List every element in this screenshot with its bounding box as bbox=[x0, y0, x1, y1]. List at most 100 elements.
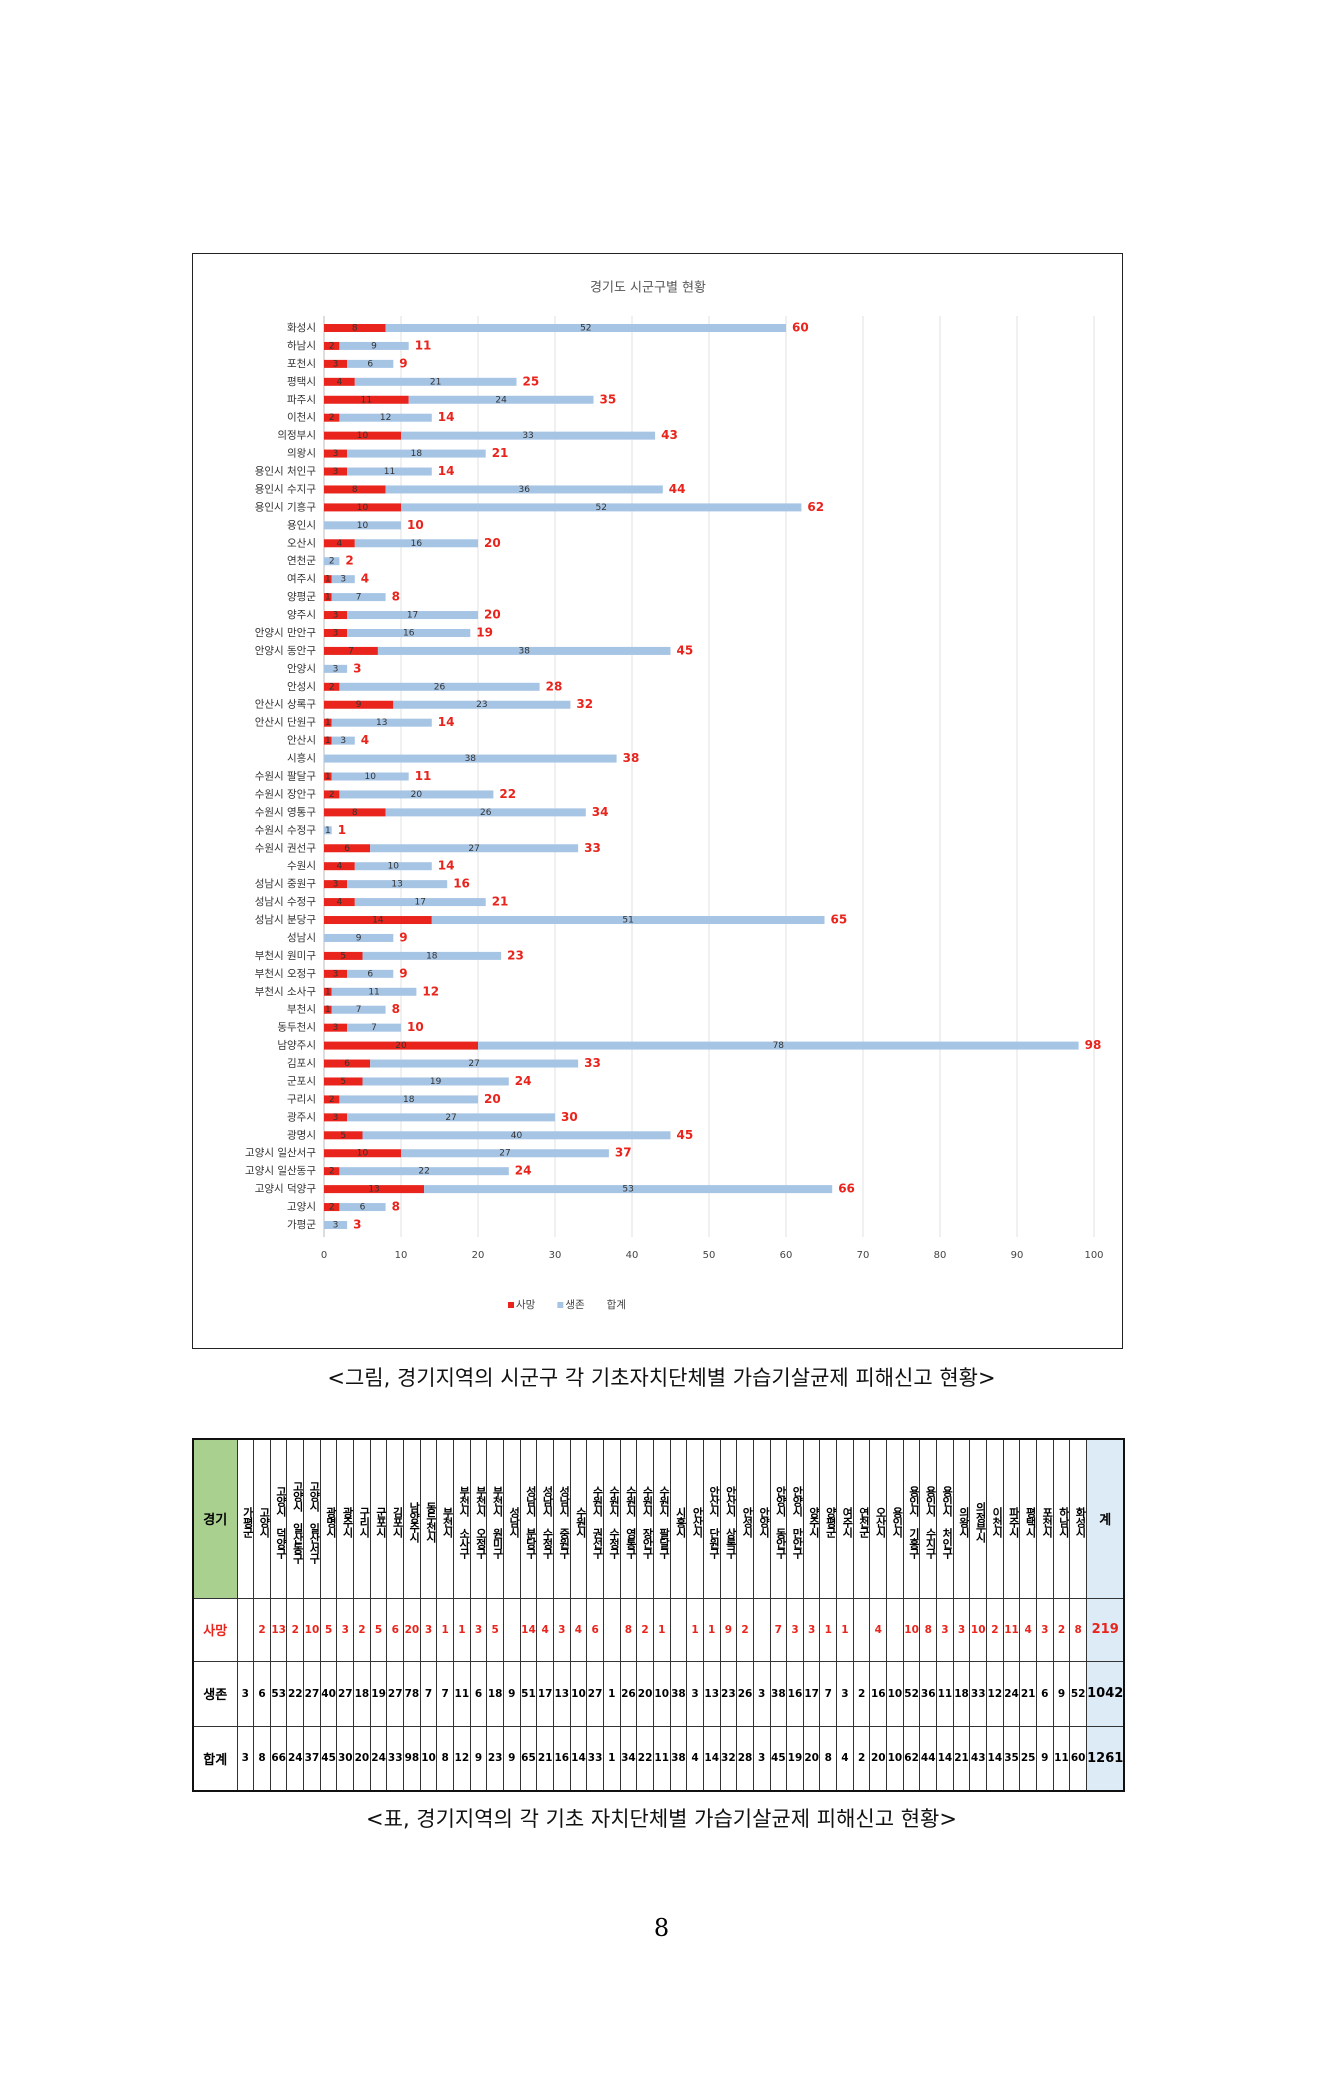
total-label: 38 bbox=[623, 751, 640, 765]
bar-label: 51 bbox=[622, 916, 633, 926]
table-cell: 12 bbox=[453, 1725, 471, 1792]
y-tick-label: 수원시 팔달구 bbox=[255, 771, 317, 783]
bar bbox=[324, 951, 363, 960]
table-cell: 4 bbox=[686, 1725, 704, 1792]
bar bbox=[324, 700, 394, 709]
table-cell: 24 bbox=[286, 1725, 305, 1792]
total-label: 23 bbox=[507, 948, 524, 962]
table-cell: 21 bbox=[536, 1725, 554, 1792]
legend-swatch bbox=[508, 1302, 514, 1308]
legend-entry: 합계 bbox=[607, 1299, 626, 1311]
bar-label: 5 bbox=[340, 951, 346, 961]
table-cell: 1 bbox=[453, 1597, 471, 1662]
table-cell: 23 bbox=[486, 1725, 504, 1792]
x-tick-label: 100 bbox=[1084, 1250, 1103, 1261]
bar-label: 18 bbox=[411, 449, 423, 459]
bar-label: 13 bbox=[376, 718, 387, 728]
bar bbox=[331, 575, 355, 584]
bar-label: 7 bbox=[348, 646, 354, 656]
bar bbox=[324, 1095, 340, 1104]
x-tick-label: 90 bbox=[1011, 1250, 1024, 1261]
bar-label: 78 bbox=[773, 1041, 785, 1051]
legend-swatch bbox=[557, 1302, 564, 1308]
bar bbox=[331, 987, 417, 996]
bar-label: 1 bbox=[325, 593, 331, 603]
table-cell: 17 bbox=[802, 1660, 821, 1727]
bar bbox=[324, 772, 332, 781]
bar bbox=[362, 1077, 509, 1086]
bar-label: 7 bbox=[356, 1005, 362, 1015]
y-tick-label: 용인시 bbox=[287, 519, 316, 531]
x-tick-label: 60 bbox=[780, 1250, 793, 1261]
table-cell: 13 bbox=[702, 1660, 721, 1727]
table-cell: 27 bbox=[586, 1660, 604, 1727]
table-cell: 1 bbox=[702, 1597, 721, 1662]
bar bbox=[324, 844, 371, 853]
table-cell: 22 bbox=[286, 1660, 305, 1727]
column-header: 남양주시 bbox=[403, 1438, 421, 1599]
bar bbox=[339, 1203, 386, 1212]
table-cell: 38 bbox=[669, 1660, 688, 1727]
column-header: 안산시 bbox=[686, 1438, 704, 1599]
column-header: 광명시 bbox=[319, 1438, 338, 1599]
total-label: 3 bbox=[353, 1218, 361, 1232]
table-cell: 11 bbox=[936, 1660, 954, 1727]
y-tick-label: 평택시 bbox=[287, 376, 316, 388]
bar-label: 12 bbox=[380, 413, 391, 423]
y-tick-label: 파주시 bbox=[287, 394, 316, 406]
table-cell: 3 bbox=[952, 1597, 971, 1662]
total-label: 1 bbox=[338, 823, 346, 837]
bar bbox=[339, 682, 540, 691]
table-cell: 45 bbox=[769, 1725, 788, 1792]
table-row: 합계 3 8 66 24 37 45 30 20 24 33 98 10 8 12 9 23 9 65 21 16 14 3… bbox=[192, 1725, 1125, 1792]
table-cell: 3 bbox=[552, 1597, 571, 1662]
total-label: 44 bbox=[669, 482, 686, 496]
bar bbox=[393, 700, 571, 709]
bar-label: 4 bbox=[337, 862, 343, 872]
y-tick-label: 성남시 수정구 bbox=[255, 896, 317, 908]
bar bbox=[331, 718, 432, 727]
bar bbox=[324, 628, 348, 637]
bar-label: 6 bbox=[367, 359, 373, 369]
column-header: 수원시 영통구 bbox=[619, 1438, 638, 1599]
y-tick-label: 안산시 단원구 bbox=[255, 717, 317, 729]
y-tick-label: 고양시 일산서구 bbox=[245, 1146, 316, 1159]
bar-label: 16 bbox=[411, 539, 423, 549]
column-header: 수원시 bbox=[569, 1438, 588, 1599]
bar-label: 19 bbox=[430, 1077, 442, 1087]
table-cell: 6 bbox=[386, 1597, 405, 1662]
column-header: 성남시 분당구 bbox=[519, 1438, 538, 1599]
y-tick-label: 안성시 bbox=[287, 681, 316, 693]
y-tick-label: 안양시 만안구 bbox=[255, 627, 317, 639]
column-header: 시흥시 bbox=[669, 1438, 688, 1599]
column-header: 하남시 bbox=[1052, 1438, 1071, 1599]
table-cell: 37 bbox=[303, 1725, 321, 1792]
bar-label: 10 bbox=[357, 521, 369, 531]
bar-label: 3 bbox=[333, 969, 339, 979]
table-cell: 26 bbox=[736, 1660, 754, 1727]
table-cell: 2 bbox=[852, 1725, 871, 1792]
total-label: 45 bbox=[677, 1128, 694, 1142]
y-tick-label: 부천시 소사구 bbox=[255, 986, 317, 998]
table-cell: 10 bbox=[886, 1660, 904, 1727]
table-cell: 2 bbox=[353, 1597, 371, 1662]
bar bbox=[385, 324, 786, 332]
column-header: 고양시 덕양구 bbox=[269, 1438, 288, 1599]
bar bbox=[324, 1005, 332, 1014]
total-label: 9 bbox=[399, 966, 407, 980]
bar-label: 18 bbox=[403, 1095, 415, 1105]
bar-label: 3 bbox=[333, 359, 339, 369]
total-label: 10 bbox=[407, 518, 424, 532]
table-cell: 10 bbox=[652, 1660, 671, 1727]
table-cell: 8 bbox=[819, 1725, 838, 1792]
table-cell: 27 bbox=[303, 1660, 321, 1727]
bar-label: 10 bbox=[357, 431, 369, 441]
bar-label: 1 bbox=[325, 736, 331, 746]
column-header: 용인시 처인구 bbox=[936, 1438, 954, 1599]
bar-label: 52 bbox=[580, 324, 591, 334]
column-header: 화성시 bbox=[1069, 1438, 1087, 1599]
bar-label: 5 bbox=[340, 1131, 346, 1141]
total-label: 33 bbox=[584, 1056, 601, 1070]
table-cell: 33 bbox=[969, 1660, 988, 1727]
